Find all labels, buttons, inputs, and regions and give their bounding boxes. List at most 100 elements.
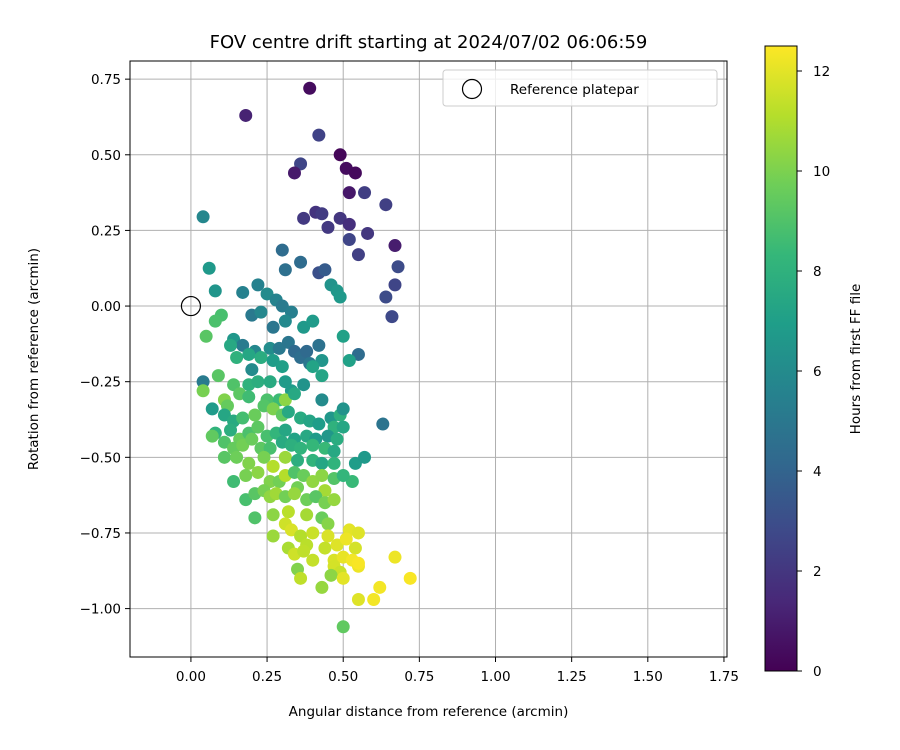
data-point (336, 620, 350, 634)
data-point (248, 408, 262, 422)
data-point (245, 363, 259, 377)
data-point (239, 108, 253, 122)
data-point (333, 148, 347, 162)
data-point (275, 243, 289, 257)
data-point (342, 354, 356, 368)
legend-label: Reference platepar (510, 82, 639, 98)
data-point (312, 417, 326, 431)
x-tick-label: 0.25 (252, 669, 282, 685)
data-point (275, 360, 289, 374)
data-point (361, 226, 375, 240)
data-point (272, 341, 286, 355)
data-point (242, 347, 256, 361)
data-point (306, 526, 320, 540)
data-point (236, 411, 250, 425)
data-point (254, 305, 268, 319)
data-point (306, 314, 320, 328)
data-point (327, 456, 341, 470)
data-point (321, 529, 335, 543)
data-point (336, 571, 350, 585)
data-point (239, 468, 253, 482)
data-point (278, 423, 292, 437)
colorbar-tick-label: 0 (813, 664, 822, 680)
data-point (266, 320, 280, 334)
data-point (358, 450, 372, 464)
data-point (315, 393, 329, 407)
y-axis-label: Rotation from reference (arcmin) (26, 248, 42, 470)
data-point (278, 263, 292, 277)
colorbar-gradient (764, 45, 798, 672)
data-point (376, 417, 390, 431)
data-point (278, 314, 292, 328)
x-tick-label: 0.75 (404, 669, 434, 685)
data-point (327, 493, 341, 507)
data-point (287, 387, 301, 401)
data-point (367, 593, 381, 607)
data-point (348, 166, 362, 180)
data-point (373, 580, 387, 594)
data-point (227, 475, 241, 489)
data-point (351, 556, 365, 570)
data-point (236, 438, 250, 452)
data-point (403, 571, 417, 585)
data-point (309, 490, 323, 504)
data-point (342, 217, 356, 231)
data-point (324, 568, 338, 582)
data-point (196, 375, 210, 389)
data-point (205, 402, 219, 416)
data-point (281, 405, 295, 419)
data-point (318, 484, 332, 498)
data-point (315, 207, 329, 221)
x-axis-ticks: 0.00 0.25 0.50 0.75 1.00 1.25 1.50 1.75 (176, 657, 739, 685)
data-point (248, 511, 262, 525)
data-point (333, 290, 347, 304)
data-point (379, 198, 393, 212)
data-point (284, 523, 298, 537)
data-point (336, 329, 350, 343)
data-point (385, 310, 399, 324)
data-point (266, 508, 280, 522)
data-point (294, 255, 308, 269)
colorbar-tick-label: 2 (813, 564, 822, 580)
data-point (358, 186, 372, 200)
data-point (224, 338, 238, 352)
data-point (278, 393, 292, 407)
data-point (351, 526, 365, 540)
legend-open-circle-marker (461, 78, 483, 100)
data-point (196, 384, 210, 398)
data-point (242, 456, 256, 470)
y-tick-label: 0.00 (91, 299, 121, 315)
chart-title: FOV centre drift starting at 2024/07/02 … (210, 32, 648, 53)
y-tick-label: 0.25 (91, 223, 121, 239)
data-point (351, 593, 365, 607)
data-point (318, 541, 332, 555)
colorbar-tick-label: 8 (813, 264, 822, 280)
data-point (230, 450, 244, 464)
data-point (294, 571, 308, 585)
data-point (333, 211, 347, 225)
data-point (217, 408, 231, 422)
plot-frame (129, 60, 728, 658)
data-point (208, 284, 222, 298)
y-tick-label: −0.50 (80, 450, 121, 466)
data-point (315, 468, 329, 482)
reference-marker (180, 295, 202, 317)
data-point (327, 444, 341, 458)
y-tick-label: −0.75 (80, 526, 121, 542)
grid (130, 61, 727, 657)
data-point (287, 487, 301, 501)
y-tick-label: −1.00 (80, 602, 121, 618)
x-tick-label: 1.25 (557, 669, 587, 685)
data-point (336, 420, 350, 434)
data-point (254, 350, 268, 364)
data-point (306, 475, 320, 489)
data-point (297, 211, 311, 225)
data-point (257, 450, 271, 464)
data-point (300, 344, 314, 358)
colorbar: 0 2 4 6 8 10 12 Hours from first FF file (764, 45, 864, 680)
data-point (318, 263, 332, 277)
data-point (278, 450, 292, 464)
x-tick-label: 1.75 (709, 669, 739, 685)
y-axis-ticks: 0.75 0.50 0.25 0.00 −0.25 −0.50 −0.75 −1.00 (80, 72, 130, 618)
